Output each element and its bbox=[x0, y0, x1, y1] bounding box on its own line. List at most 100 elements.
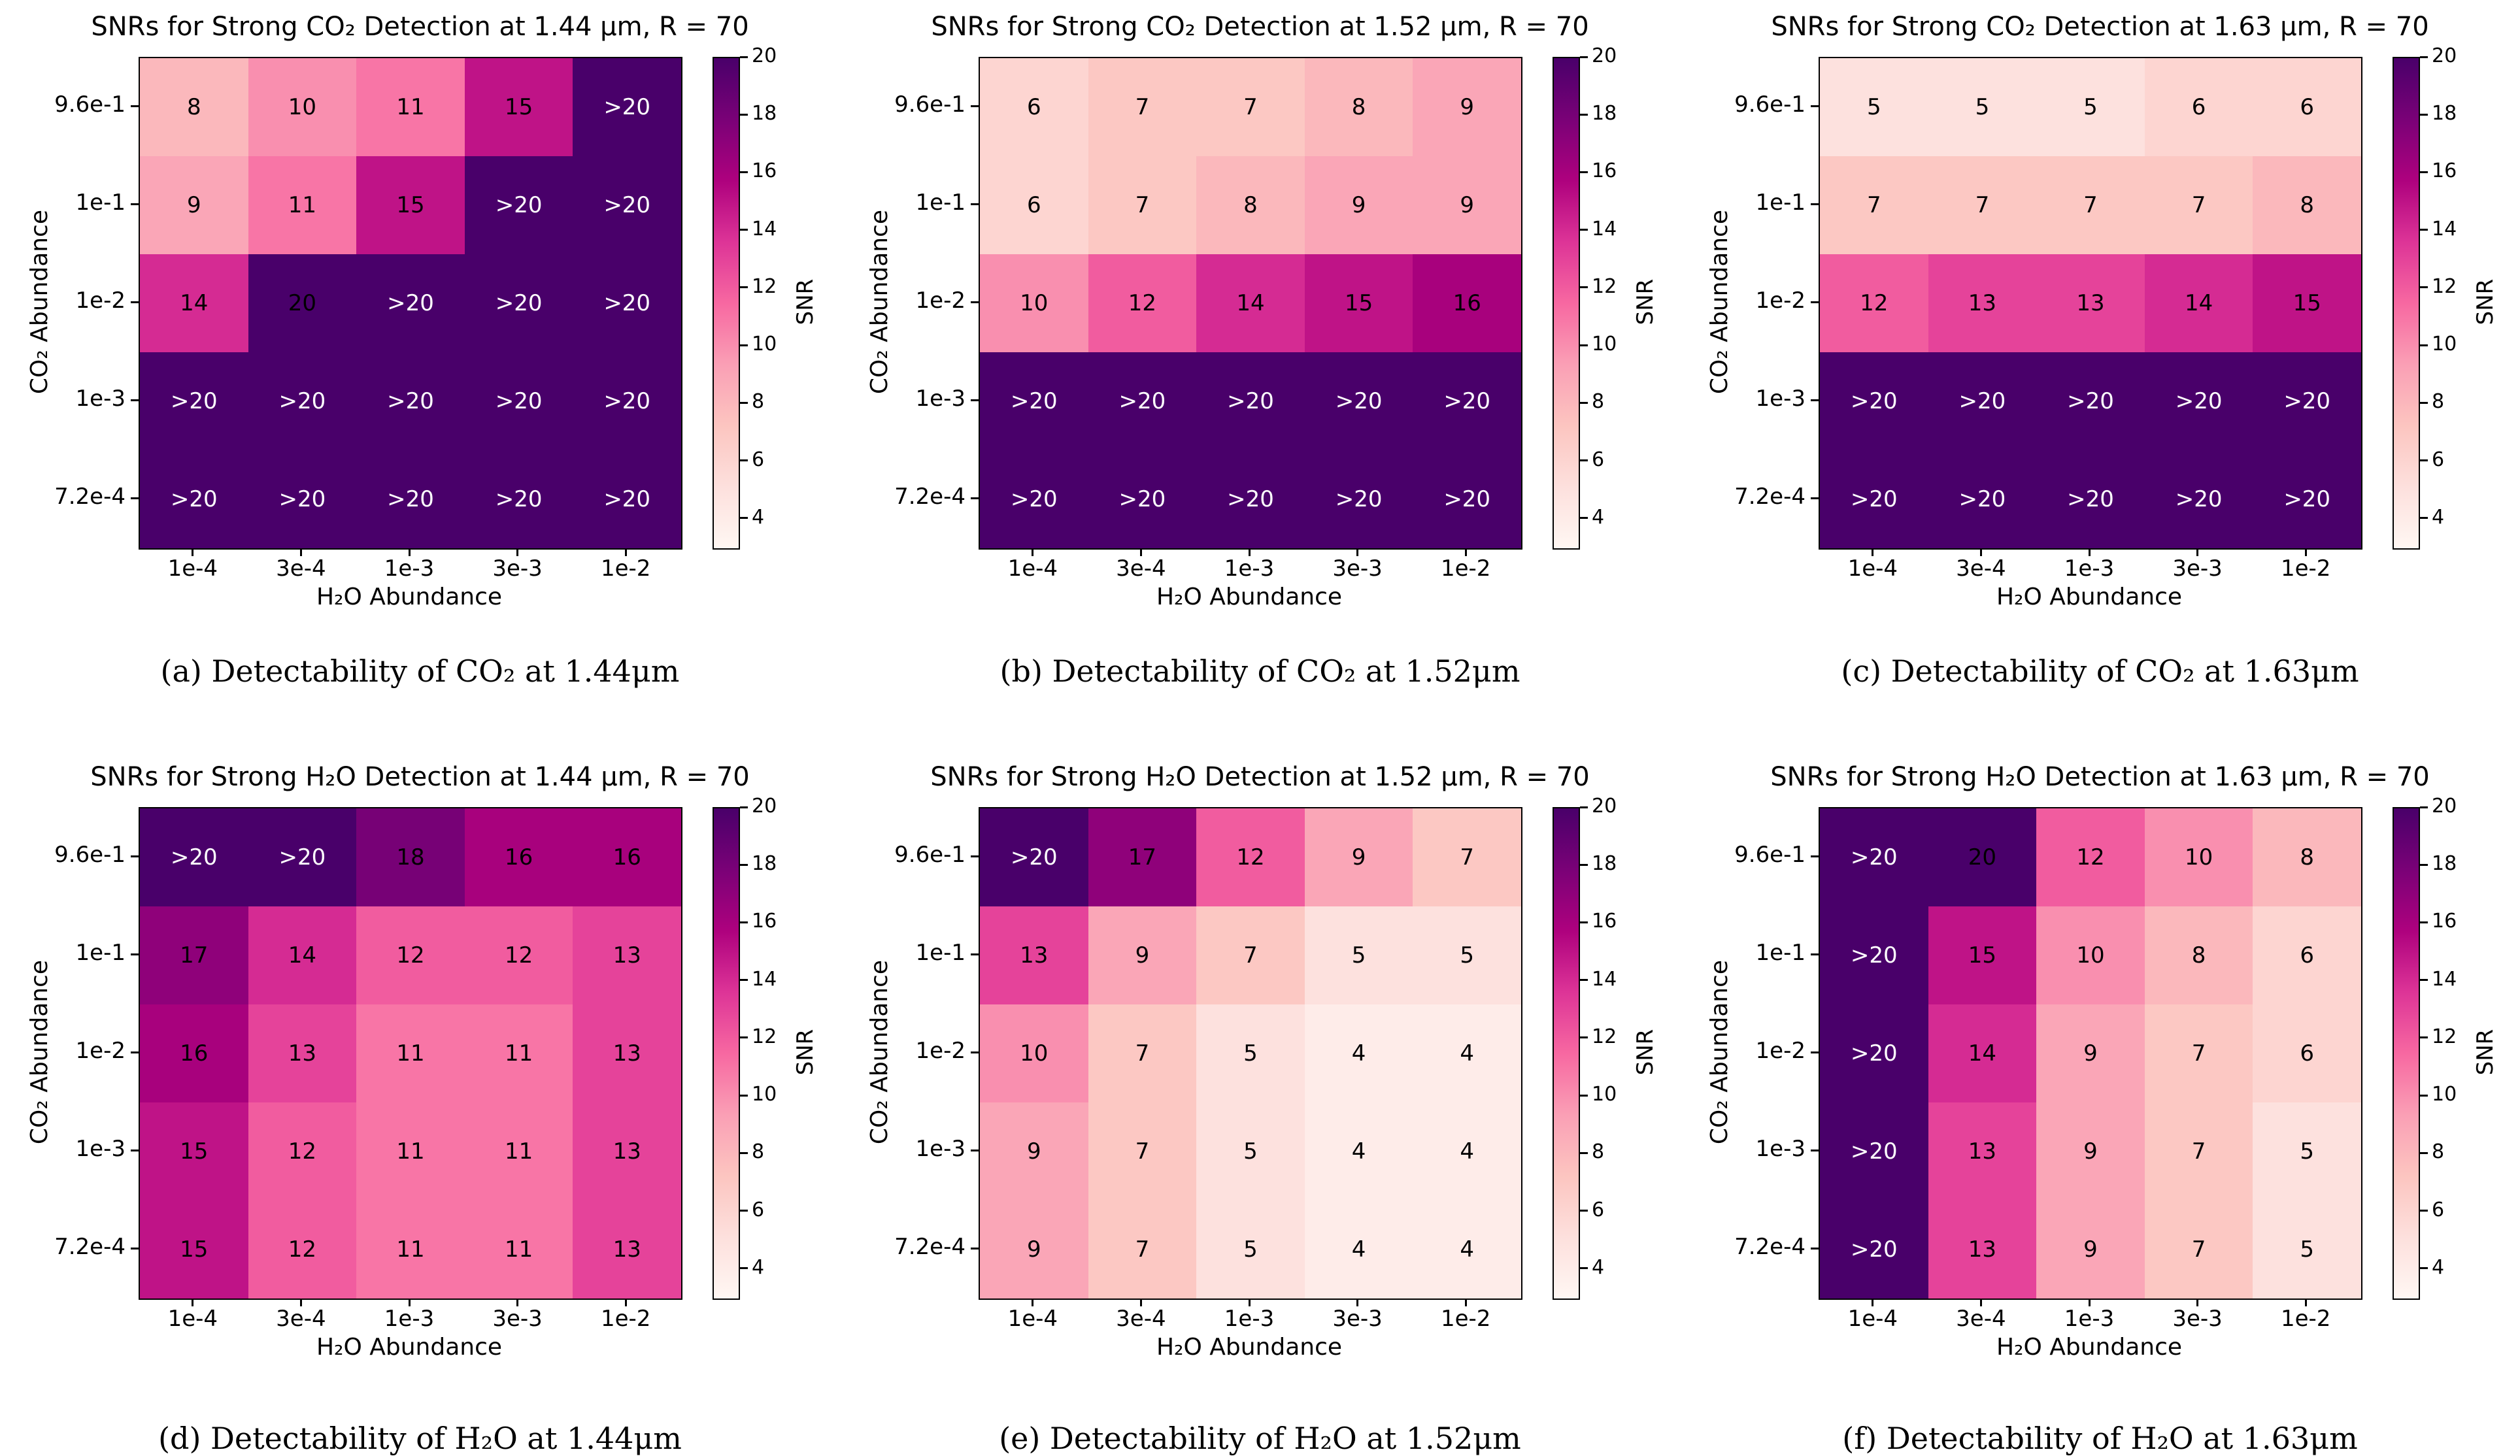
x-tick-mark bbox=[1464, 548, 1467, 556]
heatmap-cell: >20 bbox=[573, 254, 681, 352]
x-tick-label: 1e-4 bbox=[1007, 1306, 1058, 1332]
heatmap-cell: 16 bbox=[464, 808, 573, 906]
colorbar bbox=[1553, 807, 1580, 1300]
colorbar-label: SNR bbox=[1632, 278, 1658, 325]
x-tick-mark bbox=[624, 548, 627, 556]
heatmap-cell: 11 bbox=[356, 1102, 465, 1200]
heatmap-cell-value: >20 bbox=[278, 486, 326, 512]
heatmap-cell-value: 16 bbox=[504, 844, 533, 870]
heatmap-cell: >20 bbox=[356, 254, 465, 352]
x-tick-mark bbox=[1464, 1299, 1467, 1306]
heatmap-cell-value: >20 bbox=[2175, 486, 2223, 512]
heatmap-cell: 13 bbox=[573, 906, 681, 1004]
heatmap-cell-value: >20 bbox=[170, 388, 218, 414]
colorbar-tick-label: 18 bbox=[752, 102, 777, 125]
colorbar-tick-mark bbox=[2420, 517, 2428, 520]
colorbar bbox=[1553, 57, 1580, 550]
heatmap-cell-value: 9 bbox=[1026, 1138, 1041, 1165]
x-tick-mark bbox=[1248, 548, 1251, 556]
heatmap-cell-value: >20 bbox=[2067, 486, 2114, 512]
heatmap-cell: 14 bbox=[1196, 254, 1305, 352]
y-tick-mark bbox=[1811, 301, 1819, 303]
colorbar-tick-mark bbox=[740, 806, 748, 808]
heatmap-cell-value: 11 bbox=[396, 1040, 425, 1067]
heatmap-cell-value: 8 bbox=[2300, 844, 2315, 870]
heatmap-cell-value: 15 bbox=[180, 1236, 209, 1263]
colorbar-tick-label: 6 bbox=[1592, 1198, 1605, 1221]
y-tick-label: 1e-2 bbox=[915, 288, 966, 314]
colorbar-tick-label: 18 bbox=[752, 852, 777, 876]
heatmap-cell: 7 bbox=[1196, 906, 1305, 1004]
heatmap-cell-value: 11 bbox=[288, 192, 317, 218]
heatmap-cell-value: 4 bbox=[1351, 1138, 1366, 1165]
y-tick-label: 7.2e-4 bbox=[1734, 484, 1806, 510]
y-tick-mark bbox=[971, 301, 979, 303]
heatmap-cell-value: 11 bbox=[396, 94, 425, 120]
y-tick-label: 1e-1 bbox=[75, 190, 126, 216]
y-axis-label: CO₂ Abundance bbox=[25, 959, 53, 1145]
panel-title: SNRs for Strong H₂O Detection at 1.44 μm… bbox=[90, 762, 750, 792]
heatmap-cell: 7 bbox=[1088, 58, 1197, 156]
y-axis-label: CO₂ Abundance bbox=[865, 209, 893, 395]
panel-caption: (f) Detectability of H₂O at 1.63μm bbox=[1842, 1421, 2358, 1456]
heatmap-cell-value: 7 bbox=[1866, 192, 1881, 218]
heatmap-cell-value: >20 bbox=[2175, 388, 2223, 414]
heatmap-panel-a: SNRs for Strong CO₂ Detection at 1.44 μm… bbox=[0, 0, 840, 706]
heatmap-cell-value: 8 bbox=[186, 94, 201, 120]
heatmap-cell-value: >20 bbox=[495, 192, 543, 218]
x-tick-mark bbox=[299, 548, 302, 556]
x-tick-mark bbox=[1356, 1299, 1359, 1306]
heatmap-cell-value: >20 bbox=[1958, 486, 2006, 512]
heatmap-cell: 14 bbox=[140, 254, 248, 352]
colorbar-label: SNR bbox=[2472, 1029, 2498, 1076]
heatmap-cell-value: >20 bbox=[2283, 486, 2331, 512]
heatmap-cell: 14 bbox=[1928, 1004, 2037, 1102]
colorbar-tick-mark bbox=[1580, 979, 1588, 982]
colorbar-tick-mark bbox=[2420, 286, 2428, 289]
heatmap-cell-value: 5 bbox=[1243, 1040, 1258, 1067]
x-tick-label: 1e-2 bbox=[600, 1306, 651, 1332]
heatmap-cell: >20 bbox=[1820, 906, 1928, 1004]
colorbar-tick-label: 6 bbox=[2432, 1198, 2445, 1221]
colorbar-label: SNR bbox=[792, 278, 818, 325]
heatmap-cell-value: 14 bbox=[2184, 290, 2213, 316]
colorbar-tick-mark bbox=[740, 286, 748, 289]
x-tick-mark bbox=[1032, 1299, 1034, 1306]
heatmap-cell: 7 bbox=[1413, 808, 1521, 906]
colorbar-tick-label: 8 bbox=[1592, 390, 1605, 414]
x-tick-label: 1e-2 bbox=[2280, 1306, 2331, 1332]
colorbar-tick-label: 12 bbox=[752, 1025, 777, 1048]
y-tick-mark bbox=[131, 203, 139, 205]
colorbar-tick-label: 16 bbox=[2432, 910, 2457, 933]
heatmap-cell: >20 bbox=[1196, 450, 1305, 548]
heatmap-cell: >20 bbox=[464, 254, 573, 352]
heatmap-cell: >20 bbox=[573, 156, 681, 254]
colorbar-tick-label: 16 bbox=[1592, 910, 1617, 933]
y-tick-label: 1e-2 bbox=[915, 1038, 966, 1064]
y-tick-mark bbox=[1811, 497, 1819, 499]
heatmap-cell: 13 bbox=[1928, 1102, 2037, 1200]
colorbar-tick-mark bbox=[2420, 1036, 2428, 1039]
heatmap-cell: >20 bbox=[464, 450, 573, 548]
heatmap-cell: 15 bbox=[140, 1102, 248, 1200]
x-tick-mark bbox=[2304, 548, 2307, 556]
y-tick-label: 9.6e-1 bbox=[1734, 842, 1806, 868]
y-tick-mark bbox=[131, 301, 139, 303]
heatmap-cell: 4 bbox=[1413, 1200, 1521, 1299]
heatmap-cell: >20 bbox=[1413, 352, 1521, 450]
heatmap-cell: 10 bbox=[980, 254, 1088, 352]
heatmap-cell: 12 bbox=[2036, 808, 2145, 906]
colorbar-tick-mark bbox=[740, 1094, 748, 1097]
heatmap-cell: 11 bbox=[464, 1200, 573, 1299]
heatmap-cell: 7 bbox=[2144, 1102, 2253, 1200]
heatmap-cell-value: 10 bbox=[2184, 844, 2213, 870]
colorbar-tick-label: 6 bbox=[752, 1198, 765, 1221]
heatmap-cell: 10 bbox=[2144, 808, 2253, 906]
x-tick-label: 3e-3 bbox=[1332, 555, 1383, 582]
heatmap-cell-value: >20 bbox=[1335, 486, 1383, 512]
heatmap-cell-value: 13 bbox=[1968, 1138, 1997, 1165]
heatmap-cell-value: 12 bbox=[1128, 290, 1157, 316]
heatmap-cell-value: 11 bbox=[504, 1236, 533, 1263]
colorbar-tick-mark bbox=[1580, 1094, 1588, 1097]
heatmap-cell: 8 bbox=[2144, 906, 2253, 1004]
